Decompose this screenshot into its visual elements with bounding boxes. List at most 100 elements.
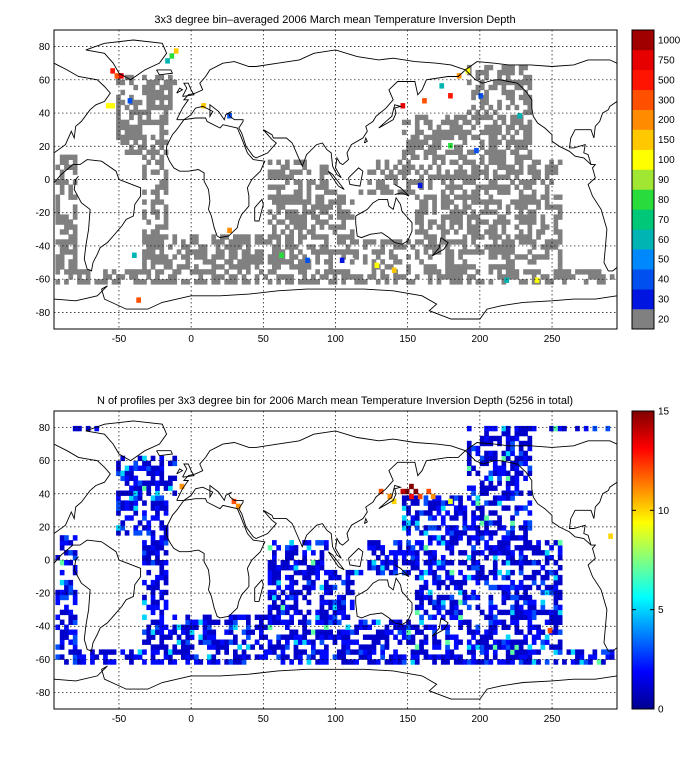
bin-cell <box>150 204 156 210</box>
bin-cell <box>440 154 446 160</box>
bin-cell <box>544 189 550 195</box>
bin-cell <box>453 540 459 546</box>
bin-cell <box>419 614 424 620</box>
bin-cell <box>601 649 606 655</box>
bin-cell <box>427 565 433 571</box>
bin-cell <box>488 184 494 190</box>
bin-cell <box>393 550 398 556</box>
bin-cell <box>341 634 346 640</box>
bin-cell <box>466 594 472 601</box>
bin-cell <box>527 214 533 220</box>
bin-cell <box>77 279 82 285</box>
bin-cell <box>453 144 459 150</box>
bin-cell <box>440 274 446 280</box>
bin-cell <box>475 470 481 476</box>
bin-cell <box>488 134 494 141</box>
bin-cell <box>488 629 494 635</box>
x-tick-label: 50 <box>258 714 270 725</box>
bin-cell <box>142 269 147 275</box>
bin-cell <box>59 644 65 650</box>
bin-cell <box>523 139 528 145</box>
bin-cell <box>293 639 299 645</box>
bin-cell <box>549 169 554 175</box>
bin-cell <box>427 134 433 141</box>
bin-cell <box>479 649 485 655</box>
bin-cell <box>163 654 169 660</box>
bin-cell <box>488 425 494 432</box>
bin-cell <box>453 119 459 126</box>
bin-cell <box>432 129 437 136</box>
colorbar-label: 80 <box>658 195 670 206</box>
bin-cell <box>116 490 121 496</box>
bin-cell <box>427 540 433 546</box>
bin-cell <box>298 239 303 245</box>
bin-cell <box>146 149 152 155</box>
bin-cell <box>540 214 546 220</box>
bin-cell <box>393 164 398 170</box>
bin-cell <box>505 545 511 551</box>
bin-cell <box>484 515 489 521</box>
bin-cell <box>155 579 160 586</box>
bin-cell <box>588 654 593 660</box>
coastline-segment <box>54 62 111 154</box>
bin-cell <box>505 169 511 175</box>
bin-cell <box>419 574 424 581</box>
bin-cell <box>414 649 420 655</box>
bin-cell <box>306 579 312 586</box>
bin-cell <box>501 470 507 476</box>
bin-cell <box>224 659 229 665</box>
bin-cell <box>445 634 450 640</box>
bin-cell <box>432 525 437 531</box>
bin-cell <box>129 134 134 141</box>
bin-cell <box>362 619 368 625</box>
bin-cell <box>453 209 459 215</box>
bin-cell <box>155 545 160 551</box>
bin-cell <box>72 164 78 170</box>
bin-cell <box>85 269 91 275</box>
bin-cell <box>211 629 217 635</box>
colorbar-label: 90 <box>658 175 670 186</box>
bin-cell <box>475 244 481 250</box>
bin-cell <box>406 159 411 165</box>
bin-cell <box>557 194 563 200</box>
bin-cell <box>72 204 78 210</box>
bin-cell <box>319 649 325 655</box>
bin-cell <box>514 654 520 660</box>
bin-cell <box>133 129 139 136</box>
bin-cell <box>306 244 312 250</box>
bin-cell <box>129 114 134 121</box>
bin-cell <box>427 254 433 260</box>
bin-cell <box>159 84 165 91</box>
bin-cell <box>466 540 472 546</box>
bin-cell <box>328 599 333 606</box>
bin-cell <box>466 565 472 571</box>
bin-cell <box>129 274 134 280</box>
bin-cell-highlight <box>417 182 423 189</box>
bin-cell <box>384 644 390 650</box>
bin-cell <box>497 214 502 220</box>
bin-cell <box>449 515 455 521</box>
bin-cell <box>233 239 238 245</box>
bin-cell <box>410 520 416 526</box>
bin-cell <box>427 515 433 521</box>
bin-cell <box>233 249 238 255</box>
bin-cell <box>146 520 152 526</box>
bin-cell <box>544 659 550 665</box>
bin-cell <box>419 639 424 645</box>
bin-cell <box>471 659 476 665</box>
bin-cell-highlight <box>378 488 384 495</box>
bin-cell <box>440 239 446 245</box>
bin-cell <box>111 649 117 655</box>
bin-cell <box>172 460 178 467</box>
bin-cell <box>163 129 169 136</box>
bin-cell <box>505 174 511 180</box>
bin-cell <box>328 199 333 205</box>
bin-cell <box>181 624 186 630</box>
bin-cell <box>484 74 489 81</box>
bin-cell <box>168 485 173 491</box>
bin-cell <box>510 530 515 536</box>
bin-cell-highlight <box>417 493 423 500</box>
bin-cell <box>479 219 485 225</box>
bin-cell <box>505 540 511 546</box>
bin-cell <box>492 224 498 230</box>
